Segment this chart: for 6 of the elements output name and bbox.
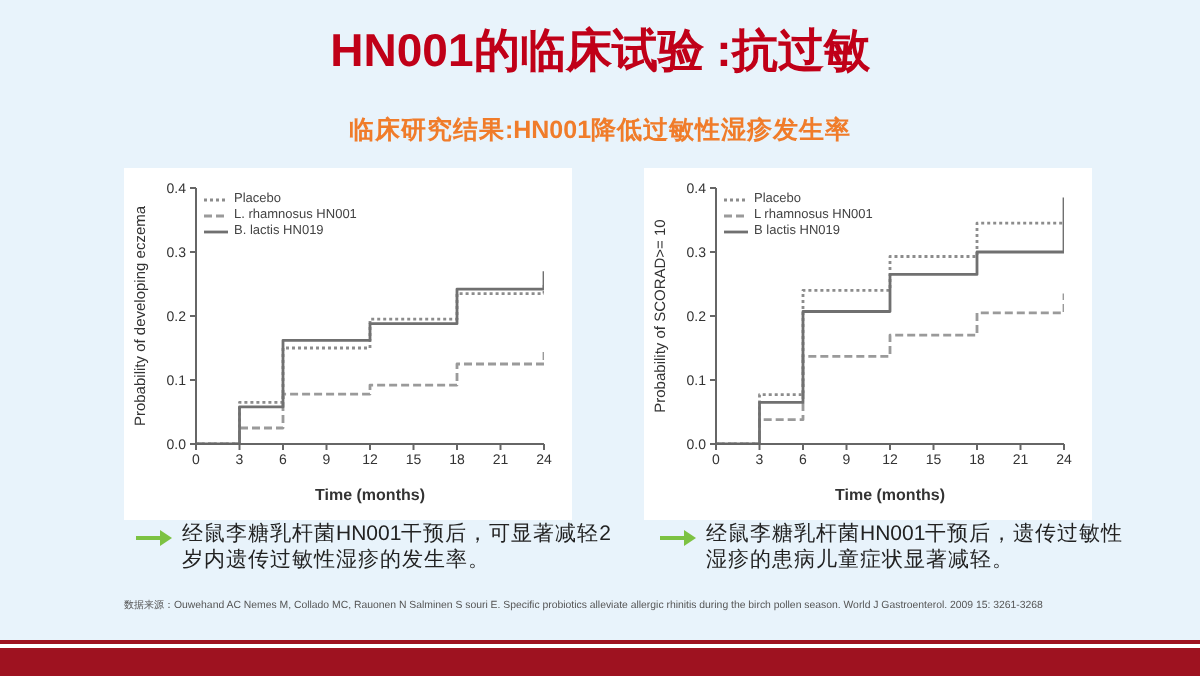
chart-title: HN001的临床试验 :抗过敏 bbox=[328, 22, 872, 80]
text: 经鼠李糖乳杆菌HN001干预后，可显著减轻2岁内遗传过敏性湿疹的发生率。 bbox=[182, 522, 614, 574]
x-axis-title: Time (months) bbox=[315, 486, 426, 504]
text: 临床研究结果:HN001降低过敏性湿疹发生率 bbox=[346, 114, 854, 148]
x-axis-title: Time (months) bbox=[835, 486, 946, 504]
text: 经鼠李糖乳杆菌HN001干预后，遗传过敏性湿疹的患病儿童症状显著减轻。 bbox=[706, 522, 1126, 574]
